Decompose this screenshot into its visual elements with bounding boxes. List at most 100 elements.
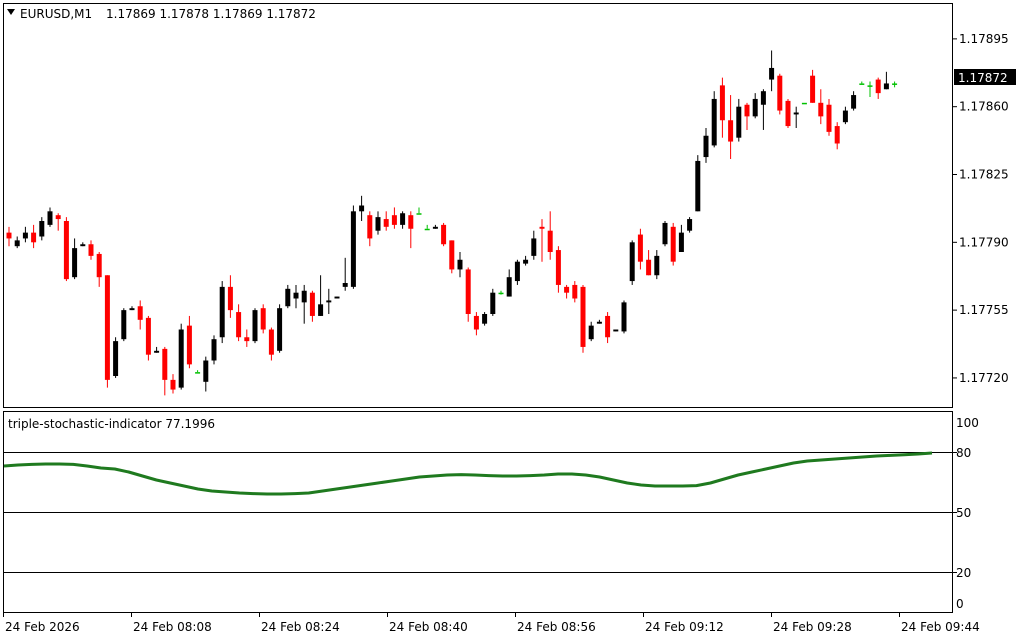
current-price-label: 1.17872 — [958, 71, 1008, 85]
candle — [244, 329, 250, 347]
candle-body — [375, 217, 381, 231]
candle-body — [72, 248, 78, 278]
candle — [678, 224, 684, 252]
candle — [621, 300, 627, 334]
candle — [842, 106, 848, 125]
candle-body — [6, 232, 12, 239]
candle-body — [687, 219, 693, 231]
candle-body — [227, 286, 233, 311]
candle — [793, 106, 799, 128]
candle-body — [851, 95, 857, 109]
candle-body — [334, 296, 340, 299]
candle — [867, 81, 873, 97]
candle — [309, 290, 315, 322]
candle-body — [309, 292, 315, 316]
candle — [572, 281, 578, 303]
candle — [851, 91, 857, 111]
candle — [785, 98, 791, 128]
candle — [55, 213, 61, 231]
candle — [154, 346, 160, 353]
candle-body — [121, 310, 127, 340]
candle — [47, 207, 53, 227]
candle-body — [449, 240, 455, 270]
candle-body — [572, 284, 578, 299]
candle — [637, 228, 643, 270]
candle-body — [810, 75, 816, 103]
candle — [826, 98, 832, 136]
candle-body — [14, 240, 20, 247]
candle-body — [744, 104, 750, 117]
candle-body — [203, 360, 209, 382]
candle-body — [219, 286, 225, 338]
time-tick-label: 24 Feb 08:24 — [261, 620, 340, 634]
candle-body — [867, 85, 873, 87]
symbol-label: EURUSD,M1 — [20, 7, 92, 21]
candle-body — [719, 85, 725, 121]
candle — [80, 242, 86, 247]
candle — [359, 195, 365, 221]
indicator-levels — [4, 452, 952, 573]
candle-body — [654, 255, 660, 276]
candle-body — [80, 244, 86, 247]
price-tick-label: 1.17755 — [959, 303, 1009, 317]
candle — [769, 50, 775, 92]
candle-body — [769, 67, 775, 80]
candle — [383, 211, 389, 231]
candle-body — [350, 211, 356, 287]
candle — [72, 238, 78, 280]
candle — [564, 284, 570, 299]
candle — [391, 207, 397, 229]
candle-body — [678, 232, 684, 252]
candle — [670, 222, 676, 266]
candle — [506, 269, 512, 297]
indicator-tick-label: 50 — [956, 506, 971, 520]
candle — [367, 211, 373, 247]
candle-body — [318, 304, 324, 316]
candle-body — [432, 226, 438, 229]
candle-body — [31, 232, 37, 243]
candle — [31, 224, 37, 249]
candle — [514, 259, 520, 285]
candle-body — [801, 102, 807, 105]
candle — [22, 226, 28, 243]
candle — [277, 304, 283, 353]
candle-body — [244, 337, 250, 342]
candle-body — [22, 232, 28, 239]
candle — [449, 240, 455, 274]
candle — [334, 296, 340, 299]
candle-body — [342, 283, 348, 287]
candle — [777, 73, 783, 115]
time-tick-label: 24 Feb 09:44 — [901, 620, 980, 634]
candle — [859, 81, 865, 85]
time-tick-label: 24 Feb 08:40 — [389, 620, 468, 634]
candle-body — [498, 292, 504, 295]
candle — [834, 122, 840, 150]
candle — [145, 315, 151, 361]
price-tick-label: 1.17790 — [959, 235, 1009, 249]
candle-body — [785, 100, 791, 127]
candle — [137, 300, 143, 330]
candle — [760, 89, 766, 130]
candle — [63, 217, 69, 282]
indicator-tick-label: 20 — [956, 566, 971, 580]
candle-body — [875, 79, 881, 94]
candle — [703, 128, 709, 163]
candle-body — [441, 224, 447, 245]
candle — [555, 246, 561, 293]
candle-body — [39, 221, 45, 237]
candle — [432, 224, 438, 229]
candle-body — [400, 213, 406, 225]
candle — [350, 205, 356, 289]
candle-body — [178, 329, 184, 388]
candle — [736, 98, 742, 142]
candle-body — [63, 221, 69, 280]
candle-body — [162, 348, 168, 380]
candle — [892, 81, 898, 88]
candle — [580, 284, 586, 353]
candle-body — [293, 292, 299, 299]
candle — [523, 255, 529, 266]
candle — [293, 284, 299, 309]
candle — [186, 315, 192, 369]
candle — [818, 89, 824, 125]
collapse-arrow-icon[interactable] — [7, 9, 15, 15]
